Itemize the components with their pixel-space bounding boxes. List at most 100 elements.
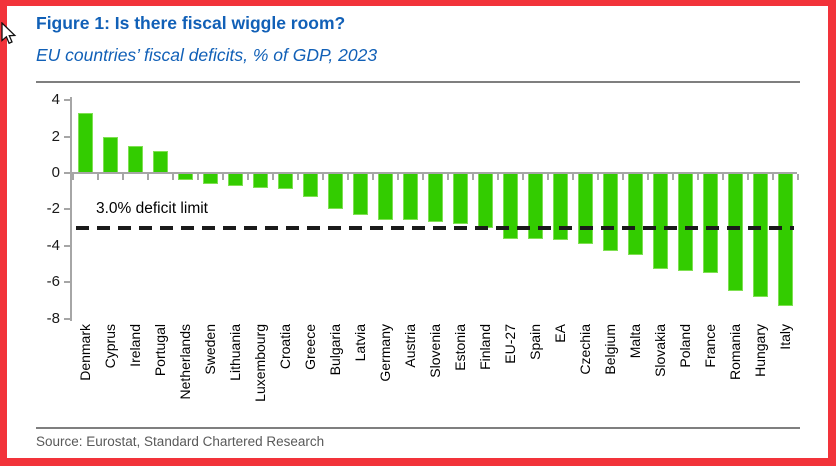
x-tick-label-lithuania: Lithuania bbox=[227, 324, 243, 381]
bar-poland bbox=[677, 173, 693, 272]
y-axis-tick bbox=[64, 172, 70, 174]
x-axis-tick bbox=[621, 174, 624, 180]
y-axis-tick-label: 4 bbox=[51, 91, 60, 109]
bar-romania bbox=[727, 173, 743, 292]
x-axis-tick bbox=[296, 174, 299, 180]
bar-malta bbox=[627, 173, 643, 255]
x-axis-tick bbox=[246, 174, 249, 180]
x-tick-label-croatia: Croatia bbox=[277, 324, 293, 370]
x-axis-tick bbox=[196, 174, 199, 180]
x-tick-label-poland: Poland bbox=[677, 324, 693, 368]
bar-belgium bbox=[602, 173, 618, 252]
x-axis-tick bbox=[271, 174, 274, 180]
bar-bulgaria bbox=[327, 173, 343, 210]
x-tick-label-germany: Germany bbox=[377, 324, 393, 382]
x-axis-tick bbox=[796, 174, 799, 180]
y-axis-tick-label: -4 bbox=[46, 236, 60, 254]
bar-czechia bbox=[577, 173, 593, 244]
x-axis-tick bbox=[646, 174, 649, 180]
y-axis-tick-label: -2 bbox=[46, 200, 60, 218]
x-tick-label-italy: Italy bbox=[777, 324, 793, 350]
x-axis-tick bbox=[696, 174, 699, 180]
x-tick-label-czechia: Czechia bbox=[577, 324, 593, 375]
x-tick-label-latvia: Latvia bbox=[352, 324, 368, 362]
x-axis-tick bbox=[746, 174, 749, 180]
x-tick-label-france: France bbox=[702, 324, 718, 368]
bar-slovenia bbox=[427, 173, 443, 223]
bar-ireland bbox=[127, 145, 143, 173]
x-axis-tick bbox=[171, 174, 174, 180]
x-axis-tick bbox=[221, 174, 224, 180]
x-axis-tick bbox=[396, 174, 399, 180]
x-tick-label-ea: EA bbox=[552, 324, 568, 343]
bar-denmark bbox=[77, 112, 93, 173]
y-axis-tick bbox=[64, 244, 70, 247]
x-tick-label-slovenia: Slovenia bbox=[427, 324, 443, 378]
bar-greece bbox=[302, 173, 318, 197]
x-tick-label-belgium: Belgium bbox=[602, 324, 618, 375]
x-axis-tick bbox=[421, 174, 424, 180]
deficit-limit-line bbox=[76, 225, 794, 230]
figure-subtitle: EU countries’ fiscal deficits, % of GDP,… bbox=[36, 45, 378, 65]
bar-portugal bbox=[152, 151, 168, 173]
mouse-cursor-icon bbox=[1, 22, 17, 45]
bar-spain bbox=[527, 173, 543, 239]
bar-slovakia bbox=[652, 173, 668, 270]
bar-ea bbox=[552, 173, 568, 241]
bar-lithuania bbox=[227, 173, 243, 186]
y-axis-tick-label: 0 bbox=[51, 164, 60, 181]
y-axis-tick-label: -8 bbox=[46, 309, 60, 327]
x-tick-label-bulgaria: Bulgaria bbox=[327, 324, 343, 376]
bar-luxembourg bbox=[252, 173, 268, 188]
bar-eu-27 bbox=[502, 173, 518, 239]
x-axis-tick bbox=[321, 174, 324, 180]
x-axis-tick bbox=[771, 174, 774, 180]
x-axis-tick bbox=[121, 174, 124, 180]
header-divider-line bbox=[36, 81, 800, 83]
x-axis-tick bbox=[671, 174, 674, 180]
x-tick-label-sweden: Sweden bbox=[202, 324, 218, 375]
y-axis-tick bbox=[64, 281, 70, 284]
bar-italy bbox=[777, 173, 793, 306]
x-axis-tick bbox=[96, 174, 99, 180]
bar-finland bbox=[477, 173, 493, 228]
x-axis-tick bbox=[371, 174, 374, 180]
deficit-limit-label: 3.0% deficit limit bbox=[96, 199, 208, 217]
x-axis-tick bbox=[571, 174, 574, 180]
x-tick-label-finland: Finland bbox=[477, 324, 493, 370]
y-axis-line bbox=[70, 97, 72, 321]
x-axis-tick bbox=[71, 174, 74, 180]
x-tick-label-estonia: Estonia bbox=[452, 324, 468, 371]
y-axis-tick bbox=[64, 99, 70, 102]
bar-austria bbox=[402, 173, 418, 221]
x-tick-label-malta: Malta bbox=[627, 324, 643, 359]
x-tick-label-romania: Romania bbox=[727, 324, 743, 381]
x-axis-tick bbox=[521, 174, 524, 180]
x-tick-label-netherlands: Netherlands bbox=[177, 324, 193, 400]
zero-axis-line bbox=[70, 172, 797, 174]
footer-divider-line bbox=[36, 427, 800, 429]
y-axis-tick bbox=[64, 208, 70, 211]
y-axis-tick bbox=[64, 317, 70, 320]
bar-france bbox=[702, 173, 718, 274]
x-tick-label-luxembourg: Luxembourg bbox=[252, 324, 268, 402]
x-tick-label-cyprus: Cyprus bbox=[102, 324, 118, 369]
x-tick-label-greece: Greece bbox=[302, 324, 318, 370]
x-tick-label-denmark: Denmark bbox=[77, 324, 93, 381]
bar-latvia bbox=[352, 173, 368, 215]
x-axis-tick bbox=[596, 174, 599, 180]
x-tick-label-slovakia: Slovakia bbox=[652, 324, 668, 377]
x-tick-label-portugal: Portugal bbox=[152, 324, 168, 377]
x-tick-label-austria: Austria bbox=[402, 324, 418, 368]
x-axis-tick bbox=[721, 174, 724, 180]
x-tick-label-hungary: Hungary bbox=[752, 324, 768, 377]
x-axis-tick bbox=[146, 174, 149, 180]
x-tick-label-spain: Spain bbox=[527, 324, 543, 360]
bar-cyprus bbox=[102, 136, 118, 173]
figure-title: Figure 1: Is there fiscal wiggle room? bbox=[36, 13, 346, 33]
bar-sweden bbox=[202, 173, 218, 184]
y-axis-tick-label: -6 bbox=[46, 273, 60, 291]
x-axis-tick bbox=[496, 174, 499, 180]
x-tick-label-ireland: Ireland bbox=[127, 324, 143, 367]
